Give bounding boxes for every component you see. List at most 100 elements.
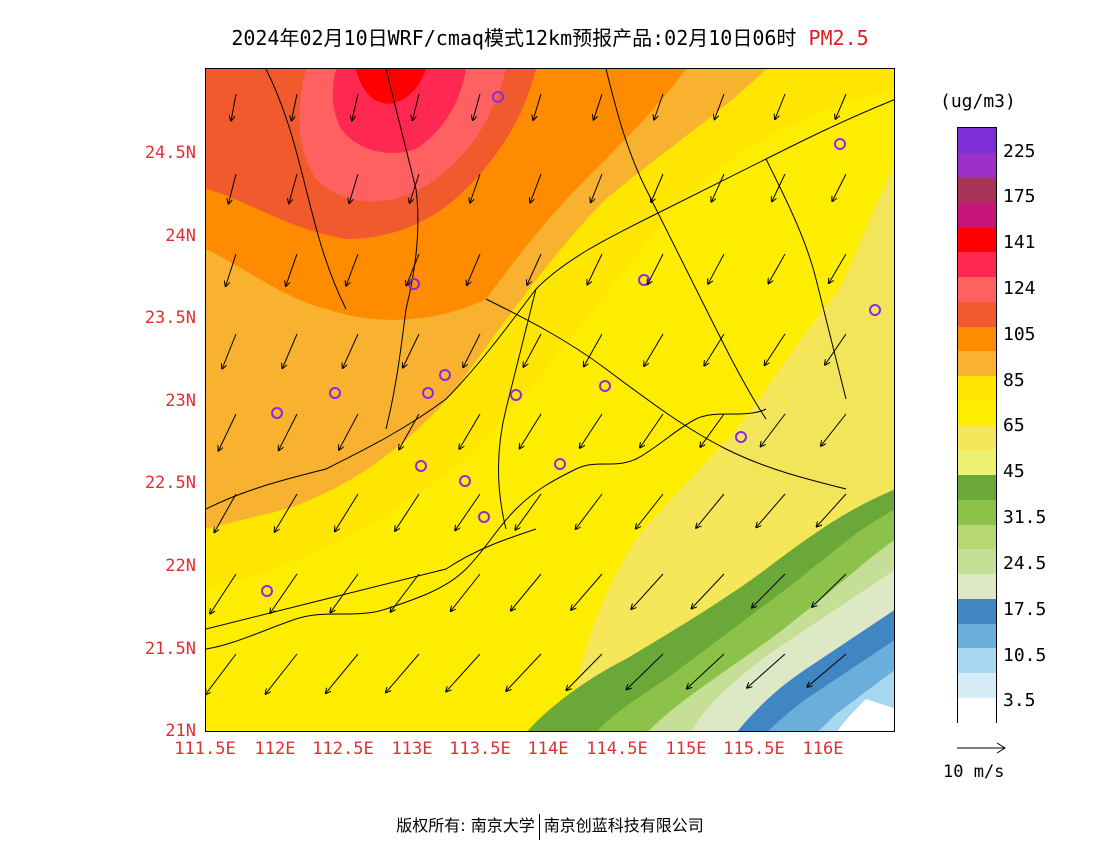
wind-arrow xyxy=(812,573,847,607)
station-marker xyxy=(271,407,283,419)
lat-tick-label: 23N xyxy=(165,391,196,411)
wind-arrow xyxy=(768,253,786,283)
wind-arrow xyxy=(715,93,725,119)
lat-tick-label: 22.5N xyxy=(144,473,196,493)
wind-arrow xyxy=(571,573,603,610)
wind-arrow xyxy=(206,653,237,695)
lon-tick-label: 112.5E xyxy=(312,739,374,759)
wind-arrow xyxy=(446,653,481,692)
legend-color-cell xyxy=(958,672,996,698)
wind-arrow xyxy=(346,253,359,286)
pm25-forecast-map xyxy=(205,68,895,732)
wind-arrow xyxy=(821,413,847,446)
lat-tick-label: 24.5N xyxy=(144,143,196,163)
lat-tick-label: 24N xyxy=(165,226,196,246)
wind-arrow xyxy=(289,173,298,203)
wind-arrow xyxy=(349,173,359,203)
copyright-owner: 版权所有: 南京大学 xyxy=(396,816,535,835)
wind-arrow xyxy=(279,413,298,450)
wind-arrow xyxy=(506,653,542,691)
wind-arrow xyxy=(700,413,725,447)
legend-color-cell xyxy=(958,202,996,228)
coastline xyxy=(206,408,767,650)
wind-arrow xyxy=(412,93,420,120)
wind-arrow xyxy=(399,413,420,449)
station-marker xyxy=(329,387,341,399)
legend-color-cell xyxy=(958,177,996,203)
wind-arrow xyxy=(395,493,420,531)
wind-arrow xyxy=(533,93,542,120)
legend-label: 124 xyxy=(1003,278,1036,299)
chart-title: 2024年02月10日WRF/cmaq模式12km预报产品:02月10日06时 … xyxy=(0,22,1100,51)
legend-color-cell xyxy=(958,301,996,327)
wind-reference-arrow xyxy=(957,742,1006,754)
wind-arrow xyxy=(473,93,481,120)
wind-arrow xyxy=(584,333,603,366)
wind-arrow xyxy=(708,253,725,284)
wind-arrow xyxy=(587,253,603,285)
wind-arrow xyxy=(270,573,298,613)
legend-label: 65 xyxy=(1003,415,1025,436)
legend-color-cell xyxy=(958,499,996,525)
legend-label: 10.5 xyxy=(1003,645,1047,666)
legend-color-cell xyxy=(958,326,996,352)
wind-vectors xyxy=(206,93,847,695)
legend-color-cell xyxy=(958,251,996,277)
legend-color-cell xyxy=(958,375,996,401)
lon-tick-label: 113.5E xyxy=(449,739,511,759)
wind-arrow xyxy=(275,493,298,532)
band-hotspot xyxy=(356,69,426,104)
wind-arrow xyxy=(352,93,359,120)
legend-color-cell xyxy=(958,152,996,178)
wind-arrow xyxy=(825,333,847,365)
station-marker xyxy=(439,369,451,381)
lat-tick-label: 21N xyxy=(165,721,196,741)
wind-arrow xyxy=(752,573,786,608)
wind-arrow xyxy=(591,173,603,202)
wind-arrow xyxy=(229,173,237,204)
wind-arrow xyxy=(527,253,542,285)
legend-color-cell xyxy=(958,350,996,376)
legend-color-cell xyxy=(958,227,996,253)
station-marker xyxy=(510,389,522,401)
wind-arrow xyxy=(775,93,786,119)
lon-tick-label: 116E xyxy=(802,739,844,759)
lon-tick-label: 112E xyxy=(254,739,296,759)
wind-arrow xyxy=(511,573,542,611)
wind-arrow xyxy=(648,253,664,284)
wind-arrow xyxy=(704,333,725,366)
lat-tick-label: 23.5N xyxy=(144,308,196,328)
wind-arrow xyxy=(687,653,725,689)
wind-arrow xyxy=(470,173,481,203)
wind-arrow xyxy=(807,653,847,687)
title-main: 2024年02月10日WRF/cmaq模式12km预报产品:02月10日06时 xyxy=(231,26,797,50)
wind-arrow xyxy=(330,573,359,612)
legend-color-cell xyxy=(958,400,996,426)
legend-label: 17.5 xyxy=(1003,599,1047,620)
station-marker xyxy=(478,511,490,523)
wind-arrow xyxy=(219,413,237,451)
wind-arrow xyxy=(292,93,298,121)
wind-arrow xyxy=(817,493,847,527)
wind-arrow xyxy=(515,493,542,530)
legend-label: 45 xyxy=(1003,461,1025,482)
wind-arrow xyxy=(692,573,725,608)
wind-arrow xyxy=(410,173,420,203)
legend-label: 3.5 xyxy=(1003,690,1036,711)
wind-arrow xyxy=(696,493,725,528)
wind-arrow xyxy=(772,173,786,201)
wind-arrow xyxy=(451,573,481,611)
station-marker xyxy=(492,91,504,103)
wind-arrow xyxy=(654,93,664,120)
wind-arrow xyxy=(524,333,542,367)
legend-color-cell xyxy=(958,623,996,649)
wind-arrow xyxy=(832,173,847,201)
wind-arrow xyxy=(282,333,298,368)
wind-arrow xyxy=(576,493,603,529)
wind-arrow xyxy=(747,653,786,688)
wind-arrow xyxy=(712,173,725,202)
wind-arrow xyxy=(214,493,237,532)
wind-arrow xyxy=(266,653,298,694)
boundary-lines xyxy=(206,69,894,630)
legend-color-cell xyxy=(958,425,996,451)
